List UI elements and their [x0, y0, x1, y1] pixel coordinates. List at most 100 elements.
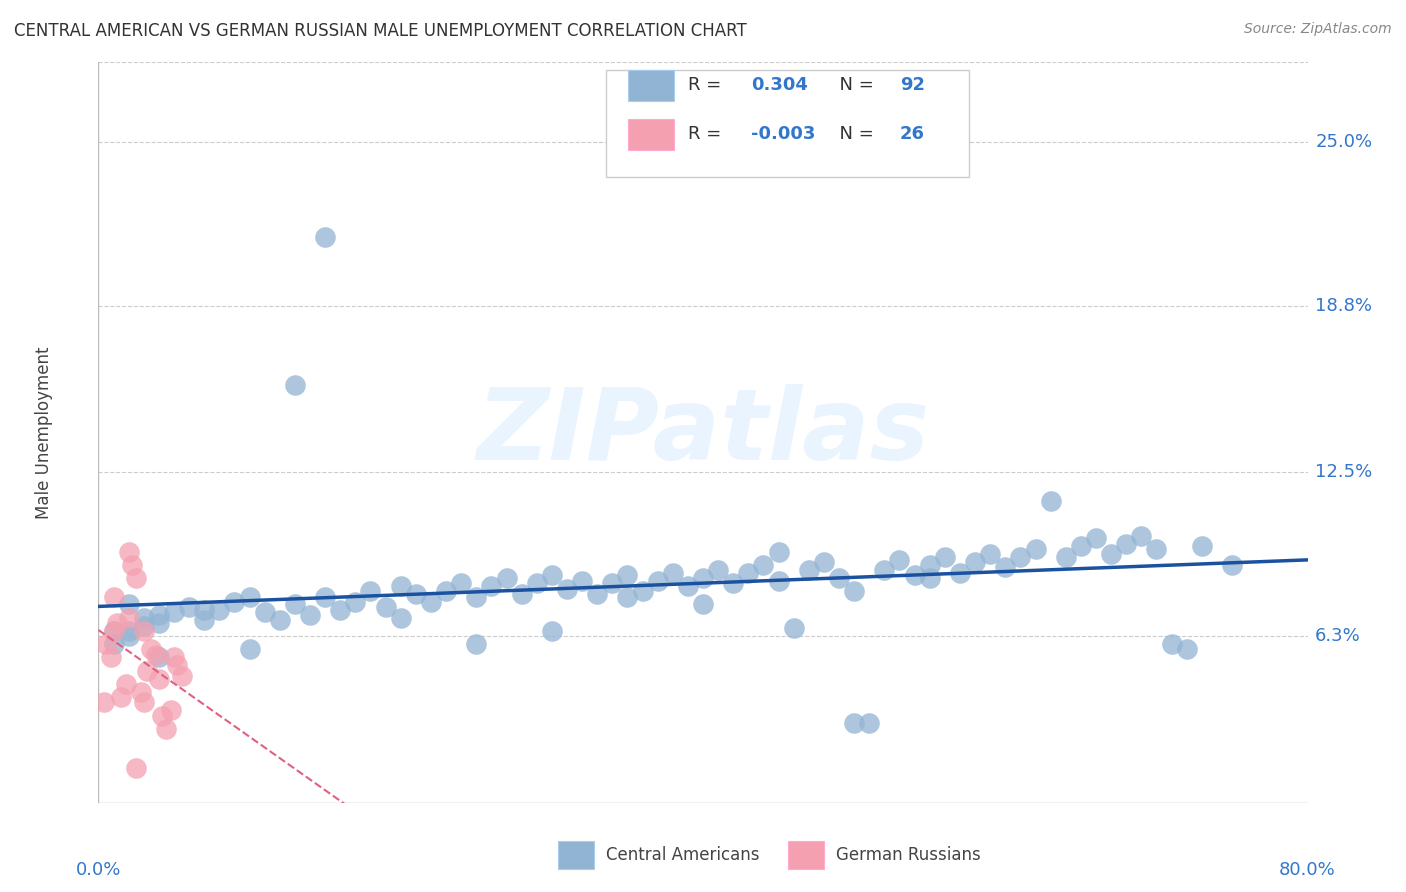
Point: [737, 566, 759, 580]
Point: [145, 648, 167, 662]
Point: [450, 576, 472, 591]
Bar: [787, 841, 824, 870]
Point: [179, 600, 201, 615]
Point: [465, 637, 488, 651]
Point: [360, 584, 382, 599]
Text: Source: ZipAtlas.com: Source: ZipAtlas.com: [1244, 22, 1392, 37]
Point: [374, 600, 396, 615]
Point: [193, 613, 215, 627]
Point: [125, 571, 148, 585]
Point: [631, 584, 654, 599]
Point: [828, 571, 851, 585]
Point: [1160, 637, 1182, 651]
Text: ZIPatlas: ZIPatlas: [477, 384, 929, 481]
Point: [110, 690, 132, 704]
Point: [389, 610, 412, 624]
Point: [844, 584, 866, 599]
Point: [118, 610, 141, 624]
Text: CENTRAL AMERICAN VS GERMAN RUSSIAN MALE UNEMPLOYMENT CORRELATION CHART: CENTRAL AMERICAN VS GERMAN RUSSIAN MALE …: [14, 22, 747, 40]
Point: [1175, 642, 1198, 657]
Text: 0.304: 0.304: [751, 77, 808, 95]
Point: [93, 695, 115, 709]
Point: [344, 595, 367, 609]
Point: [616, 590, 638, 604]
Point: [121, 558, 143, 572]
Point: [1099, 547, 1122, 561]
Point: [481, 579, 503, 593]
Point: [495, 571, 517, 585]
Point: [965, 555, 987, 569]
Point: [1130, 529, 1153, 543]
Point: [813, 555, 835, 569]
Point: [148, 672, 170, 686]
Point: [768, 574, 790, 588]
Point: [193, 603, 215, 617]
Point: [918, 571, 941, 585]
Point: [571, 574, 593, 588]
Point: [934, 549, 956, 564]
Point: [949, 566, 972, 580]
Point: [148, 615, 170, 630]
Point: [873, 563, 896, 577]
Point: [389, 579, 412, 593]
Point: [132, 624, 155, 638]
Point: [103, 624, 125, 638]
Point: [329, 603, 352, 617]
Point: [94, 637, 117, 651]
Point: [299, 608, 322, 623]
Point: [1010, 549, 1032, 564]
Text: 26: 26: [900, 125, 925, 144]
Text: -0.003: -0.003: [751, 125, 815, 144]
Point: [858, 716, 880, 731]
Point: [420, 595, 443, 609]
Point: [155, 722, 177, 736]
Point: [160, 703, 183, 717]
Point: [118, 624, 141, 638]
Point: [676, 579, 699, 593]
Point: [208, 603, 231, 617]
Point: [1144, 541, 1167, 556]
Point: [163, 606, 186, 620]
Text: Male Unemployment: Male Unemployment: [35, 346, 53, 519]
Point: [103, 624, 125, 638]
Point: [166, 658, 188, 673]
Point: [768, 544, 790, 558]
Point: [555, 582, 578, 596]
Point: [314, 590, 336, 604]
Point: [163, 650, 186, 665]
Point: [1024, 541, 1046, 556]
Bar: [628, 70, 673, 101]
Point: [100, 650, 122, 665]
Point: [253, 606, 276, 620]
Bar: [628, 119, 673, 150]
Point: [224, 595, 246, 609]
Point: [844, 716, 866, 731]
Point: [783, 621, 806, 635]
Text: 0.0%: 0.0%: [76, 861, 121, 879]
Point: [526, 576, 548, 591]
Point: [904, 568, 927, 582]
Text: R =: R =: [689, 125, 727, 144]
Point: [239, 590, 262, 604]
Text: N =: N =: [828, 125, 879, 144]
Text: 18.8%: 18.8%: [1315, 297, 1372, 315]
Point: [979, 547, 1001, 561]
Point: [141, 642, 163, 657]
Text: Central Americans: Central Americans: [606, 847, 759, 864]
Point: [1220, 558, 1243, 572]
Point: [150, 708, 173, 723]
Text: German Russians: German Russians: [837, 847, 981, 864]
Text: N =: N =: [828, 77, 879, 95]
FancyBboxPatch shape: [606, 70, 969, 178]
Point: [239, 642, 262, 657]
Text: 6.3%: 6.3%: [1315, 627, 1361, 645]
Point: [148, 608, 170, 623]
Point: [284, 598, 307, 612]
Point: [616, 568, 638, 582]
Point: [114, 677, 136, 691]
Point: [692, 598, 714, 612]
Text: 92: 92: [900, 77, 925, 95]
Point: [1070, 539, 1092, 553]
Point: [1115, 536, 1137, 550]
Point: [1085, 532, 1108, 546]
